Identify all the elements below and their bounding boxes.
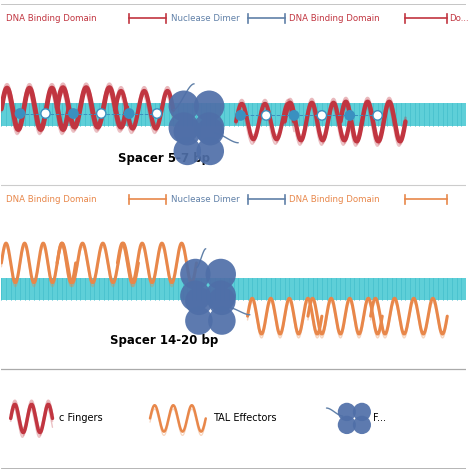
Text: DNA Binding Domain: DNA Binding Domain [6, 14, 97, 23]
Circle shape [236, 111, 245, 120]
Text: F...: F... [373, 413, 386, 423]
Bar [1, 103, 466, 126]
Circle shape [169, 91, 199, 121]
Text: c Fingers: c Fingers [59, 413, 103, 423]
Circle shape [197, 118, 224, 146]
Text: DNA Binding Domain: DNA Binding Domain [289, 14, 380, 23]
Bar [1, 277, 466, 300]
Circle shape [208, 287, 236, 315]
Circle shape [69, 109, 78, 118]
Circle shape [173, 118, 201, 146]
Circle shape [289, 111, 299, 120]
Text: TAL Effectors: TAL Effectors [213, 413, 276, 423]
Circle shape [206, 259, 236, 290]
Text: Spacer 5-7 bp: Spacer 5-7 bp [118, 152, 210, 165]
Circle shape [262, 111, 271, 120]
Circle shape [97, 109, 106, 118]
Text: DNA Binding Domain: DNA Binding Domain [289, 195, 380, 204]
Circle shape [194, 112, 224, 143]
Text: Nuclease Dimer: Nuclease Dimer [171, 195, 239, 204]
Text: DNA Binding Domain: DNA Binding Domain [6, 195, 97, 204]
Circle shape [345, 111, 355, 120]
Circle shape [353, 403, 371, 421]
Circle shape [173, 137, 201, 165]
Text: Spacer 14-20 bp: Spacer 14-20 bp [110, 334, 218, 347]
Circle shape [185, 307, 213, 335]
Circle shape [197, 137, 224, 165]
Circle shape [169, 112, 199, 143]
Circle shape [180, 281, 210, 311]
Circle shape [194, 91, 224, 121]
Circle shape [208, 307, 236, 335]
Circle shape [125, 109, 134, 118]
Circle shape [185, 287, 213, 315]
Circle shape [317, 111, 327, 120]
Circle shape [180, 259, 210, 290]
Circle shape [338, 403, 356, 421]
Circle shape [373, 111, 382, 120]
Circle shape [338, 416, 356, 434]
Circle shape [353, 416, 371, 434]
Circle shape [41, 109, 50, 118]
Circle shape [15, 109, 25, 118]
Text: Nuclease Dimer: Nuclease Dimer [171, 14, 239, 23]
Circle shape [206, 281, 236, 311]
Circle shape [152, 109, 162, 118]
Text: Do...: Do... [449, 14, 469, 23]
